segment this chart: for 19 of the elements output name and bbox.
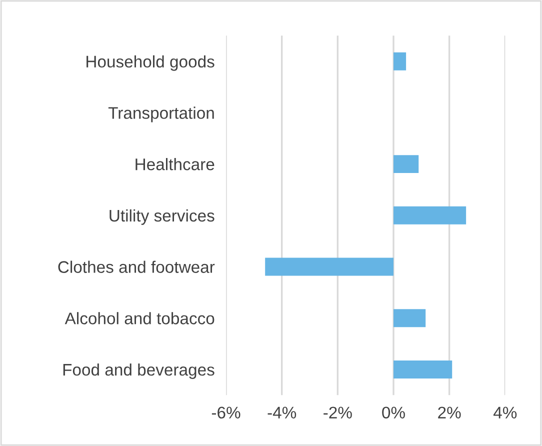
x-tick-label: 4% — [493, 406, 517, 418]
y-tick-label: Transportation — [108, 106, 214, 122]
y-tick-label: Clothes and footwear — [58, 260, 215, 273]
y-tick-label: Household goods — [86, 55, 214, 71]
y-tick-label: Food and beverages — [63, 363, 214, 379]
bar — [393, 309, 426, 328]
y-tick-label: Utility services — [110, 209, 214, 225]
bar — [265, 258, 394, 276]
x-tick-label: -4% — [268, 406, 296, 418]
y-tick-label: Healthcare — [136, 158, 214, 170]
x-tick-label: 0% — [382, 406, 405, 419]
bar — [393, 52, 406, 70]
x-tick-label: -6% — [212, 406, 240, 419]
x-tick-label: -2% — [324, 406, 352, 418]
x-tick-label: 2% — [438, 406, 461, 418]
bar — [393, 206, 466, 224]
y-tick-label: Alcohol and tobacco — [64, 312, 214, 324]
bar — [393, 360, 452, 378]
bar — [393, 155, 419, 174]
